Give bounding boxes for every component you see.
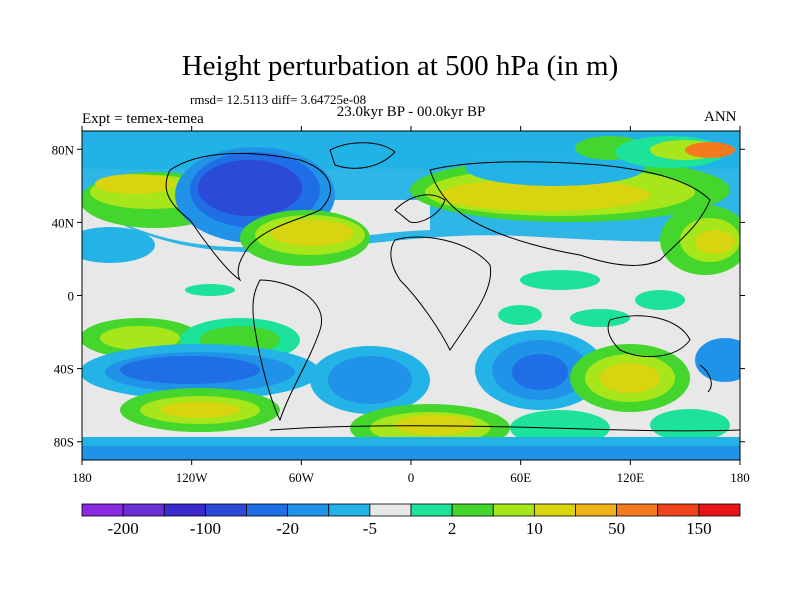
lon-tick-label: 180: [72, 470, 92, 485]
colorbar-swatch: [410, 503, 453, 517]
experiment-label: Expt = temex-temea: [82, 111, 204, 127]
colorbar-swatch: [451, 503, 494, 517]
colorbar: -200 -100 -20 -5 2 10 50 150: [81, 503, 741, 538]
longitude-axis: 180 120W 60W 0 60E 120E 180: [72, 126, 750, 485]
lon-tick-label: 120W: [176, 470, 209, 485]
colorbar-swatch: [698, 503, 741, 517]
colorbar-swatch: [204, 503, 247, 517]
stats-text: rmsd= 12.5113 diff= 3.64725e-08: [190, 92, 367, 107]
lat-tick-label: 40N: [52, 215, 75, 230]
lat-tick-label: 80N: [52, 142, 75, 157]
colorbar-label: 50: [608, 519, 625, 538]
lat-tick-label: 80S: [54, 435, 74, 450]
season-label: ANN: [704, 109, 737, 125]
coastlines: [165, 142, 740, 432]
colorbar-label: -20: [276, 519, 299, 538]
lat-tick-label: 0: [68, 289, 75, 304]
lon-tick-label: 120E: [617, 470, 645, 485]
lon-tick-label: 60E: [510, 470, 531, 485]
period-label: 23.0kyr BP - 00.0kyr BP: [336, 104, 486, 120]
colorbar-label: -5: [363, 519, 377, 538]
colorbar-label: 150: [686, 519, 712, 538]
south-band: [82, 318, 740, 460]
plot-title: Height perturbation at 500 hPa (in m): [181, 50, 619, 82]
lat-tick-label: 40S: [54, 362, 74, 377]
colorbar-swatch: [616, 503, 659, 517]
colorbar-swatch: [533, 503, 576, 517]
colorbar-swatch: [492, 503, 535, 517]
colorbar-swatch: [657, 503, 700, 517]
lon-tick-label: 180: [730, 470, 750, 485]
colorbar-swatch: [246, 503, 289, 517]
lon-tick-label: 0: [408, 470, 415, 485]
colorbar-swatch: [163, 503, 206, 517]
colorbar-label: -200: [108, 519, 139, 538]
colorbar-swatch: [575, 503, 618, 517]
colorbar-swatch: [287, 503, 330, 517]
latitude-axis: 80N 40N 0 40S 80S: [52, 142, 745, 450]
colorbar-label: 10: [526, 519, 543, 538]
lon-tick-label: 60W: [289, 470, 315, 485]
north-band: [82, 131, 740, 275]
colorbar-swatch: [122, 503, 165, 517]
height-field: [82, 131, 740, 460]
colorbar-swatch: [369, 503, 412, 517]
tropical-features: [185, 270, 685, 327]
colorbar-swatch: [81, 503, 124, 517]
colorbar-swatch: [328, 503, 371, 517]
colorbar-label: 2: [448, 519, 457, 538]
colorbar-label: -100: [190, 519, 221, 538]
